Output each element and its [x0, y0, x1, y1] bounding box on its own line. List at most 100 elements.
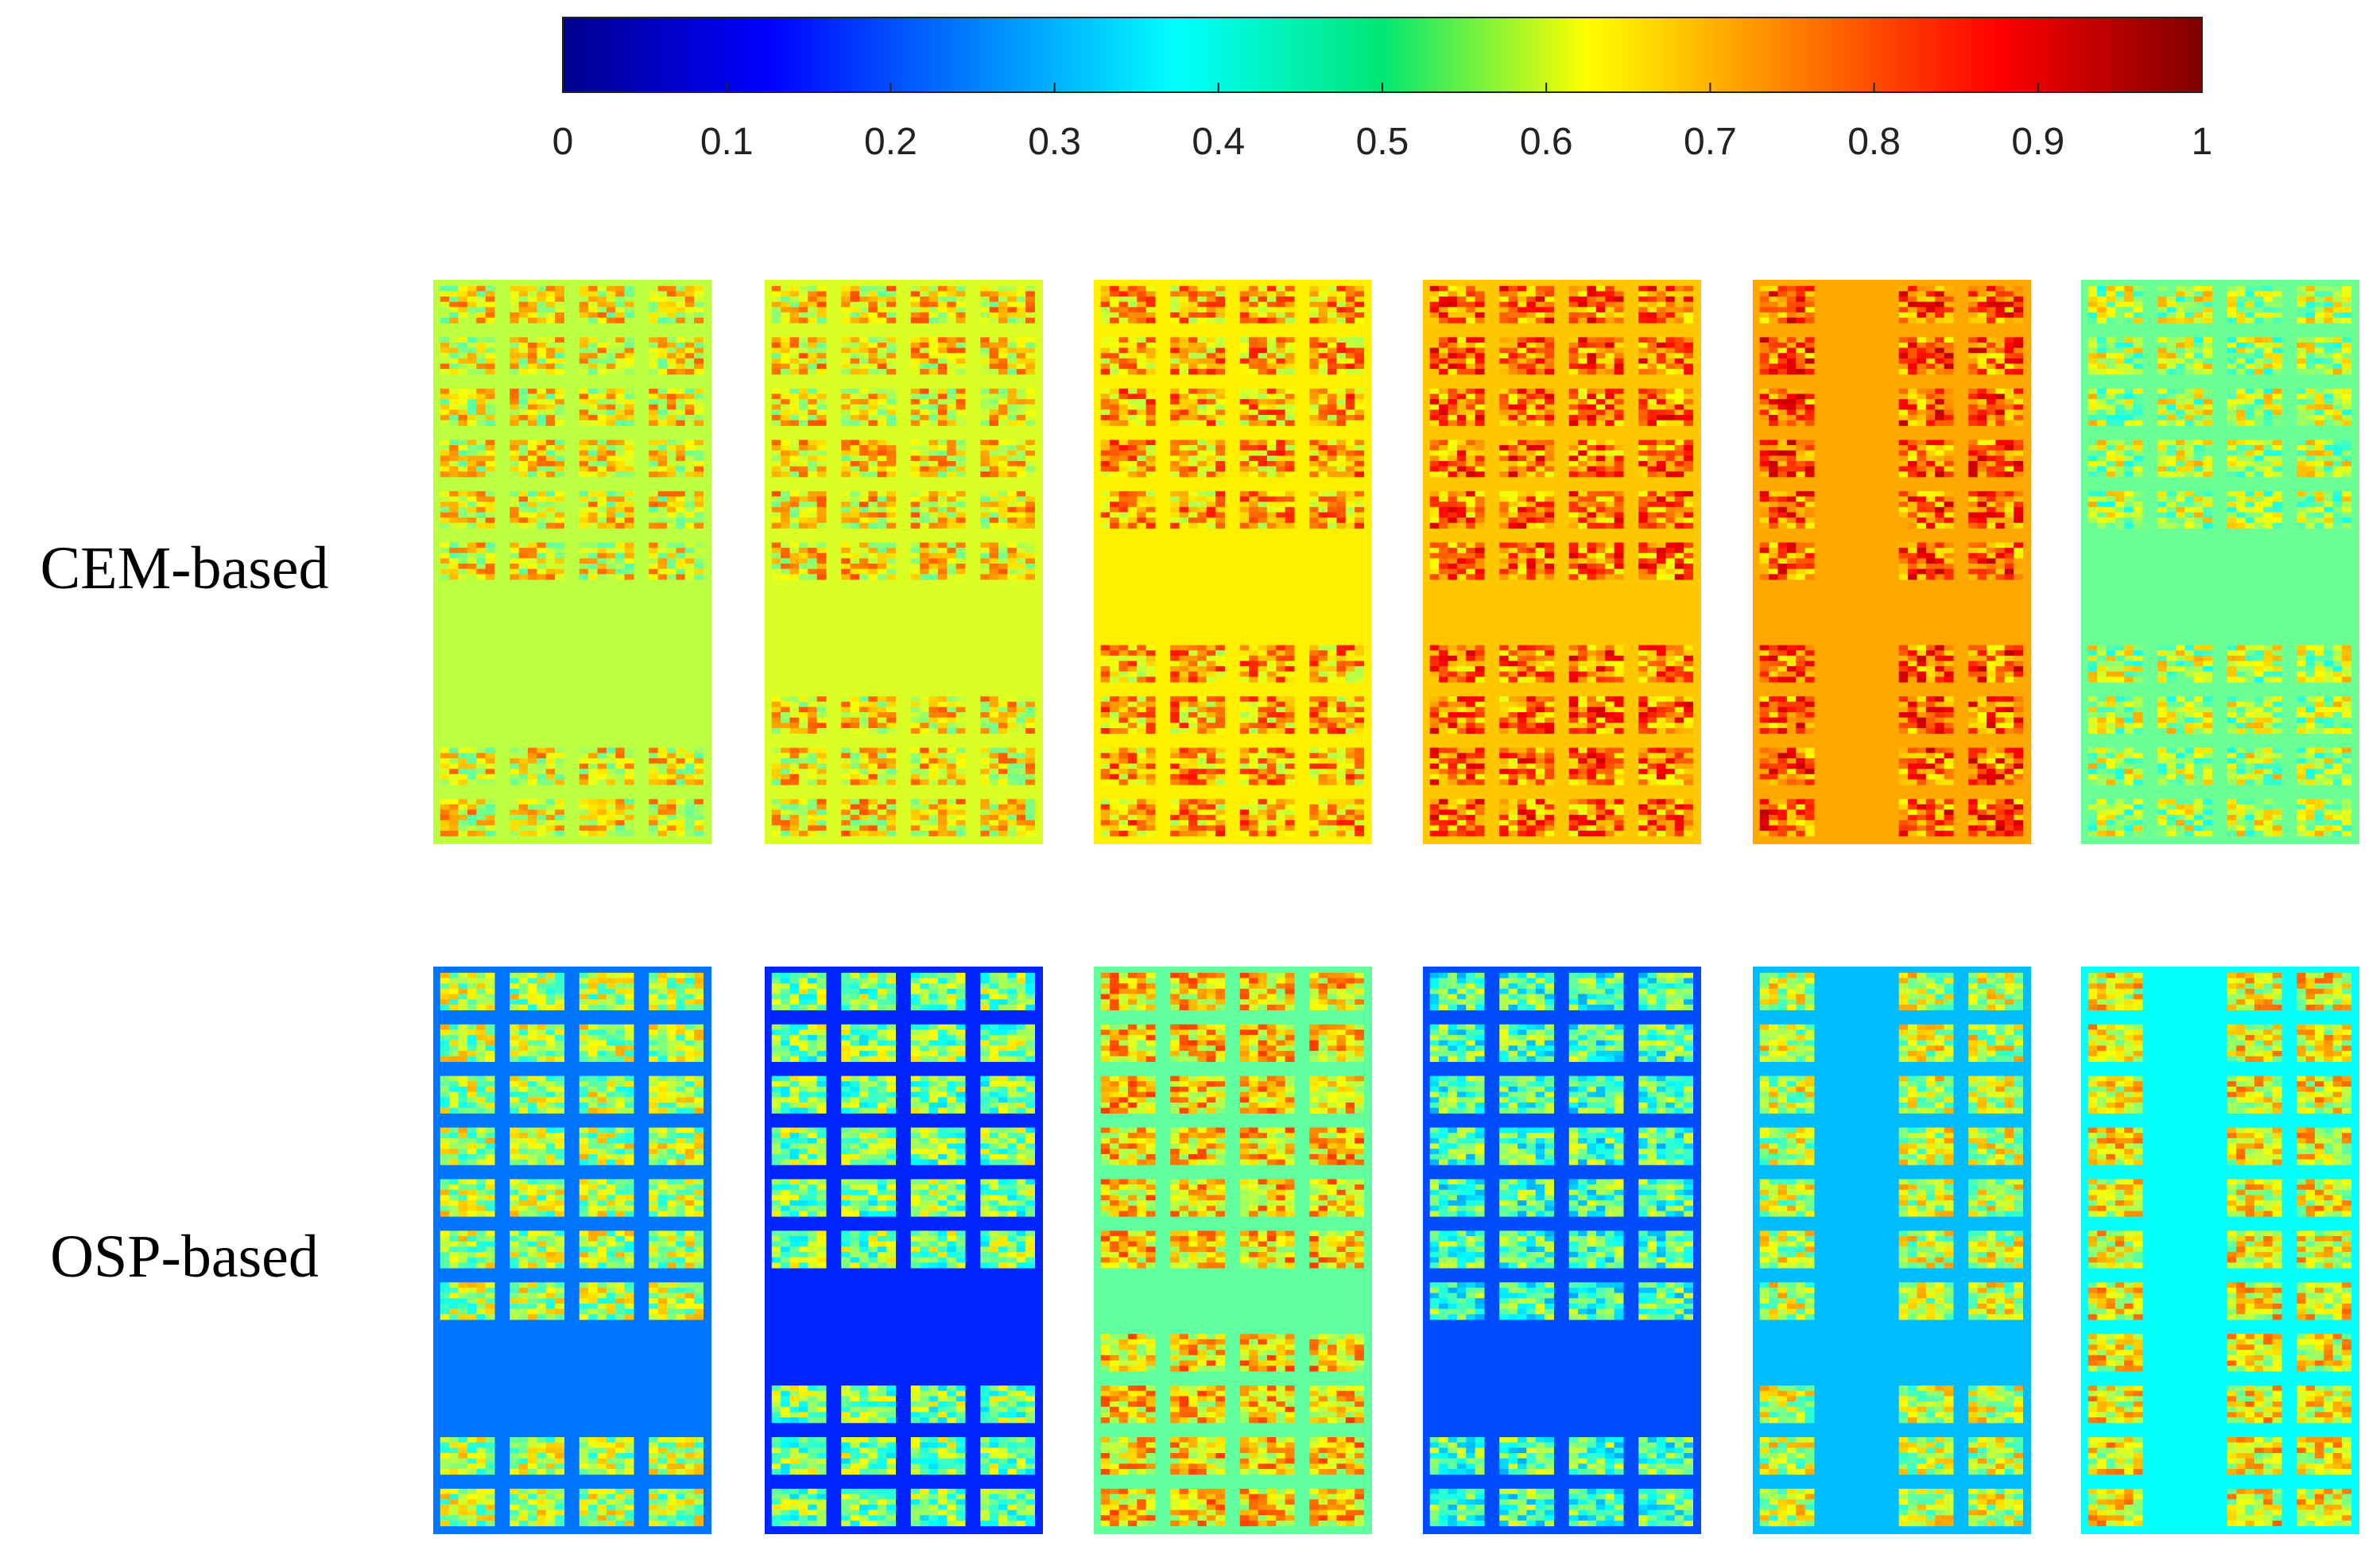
- cell: [808, 723, 818, 729]
- cell: [588, 307, 598, 313]
- cell: [1145, 496, 1156, 502]
- cell: [955, 363, 966, 370]
- cell: [877, 701, 887, 707]
- cell: [1110, 707, 1119, 713]
- cell: [1665, 347, 1676, 354]
- cell: [1249, 415, 1258, 421]
- cell: [850, 363, 860, 370]
- cell: [1137, 712, 1147, 719]
- cell: [886, 363, 896, 370]
- cell: [476, 342, 486, 349]
- cell: [928, 758, 939, 765]
- cell: [928, 825, 939, 831]
- cell: [920, 285, 929, 292]
- cell: [467, 404, 477, 410]
- cell: [850, 388, 860, 394]
- cell: [1179, 460, 1189, 467]
- cell: [510, 809, 520, 816]
- cell: [579, 440, 589, 446]
- cell: [606, 471, 616, 478]
- cell: [798, 450, 808, 456]
- cell: [1016, 512, 1026, 518]
- cell: [1007, 466, 1018, 472]
- cell: [850, 471, 860, 478]
- cell: [989, 312, 999, 319]
- cell: [1145, 285, 1156, 292]
- cell: [1328, 727, 1337, 734]
- cell: [877, 450, 887, 456]
- cell: [579, 415, 589, 421]
- cell: [1276, 409, 1286, 416]
- cell: [518, 542, 529, 548]
- cell: [1145, 466, 1156, 472]
- cell: [1127, 450, 1138, 456]
- cell: [440, 773, 450, 780]
- cell: [1508, 358, 1518, 364]
- cell: [850, 291, 860, 297]
- cell: [476, 399, 486, 405]
- cell: [955, 727, 966, 734]
- cell: [624, 502, 634, 508]
- cell: [476, 779, 486, 785]
- cell: [1137, 471, 1147, 478]
- cell: [1328, 671, 1337, 677]
- cell: [528, 393, 537, 400]
- cell: [467, 496, 477, 502]
- cell: [1439, 455, 1448, 462]
- cell: [1179, 763, 1189, 769]
- cell: [1127, 696, 1138, 703]
- cell: [667, 420, 676, 426]
- cell: [1587, 296, 1597, 303]
- cell: [1355, 317, 1364, 324]
- cell: [1016, 568, 1026, 575]
- cell: [518, 363, 529, 370]
- cell: [449, 399, 459, 405]
- cell: [989, 440, 999, 446]
- cell: [1206, 317, 1216, 324]
- cell: [458, 342, 468, 349]
- cell: [1614, 285, 1624, 292]
- cell: [859, 727, 869, 734]
- cell: [458, 522, 468, 529]
- cell: [579, 568, 589, 575]
- cell: [1127, 496, 1138, 502]
- cell: [1100, 460, 1111, 467]
- cell: [1328, 440, 1337, 446]
- cell: [1025, 712, 1035, 719]
- cell: [1197, 347, 1207, 354]
- cell: [606, 502, 616, 508]
- cell: [928, 363, 939, 370]
- cell: [841, 809, 851, 816]
- cell: [1249, 450, 1258, 456]
- cell: [781, 831, 790, 837]
- cell: [1239, 358, 1250, 364]
- cell: [449, 747, 459, 754]
- cell: [1526, 353, 1537, 359]
- cell: [684, 291, 695, 297]
- cell: [1526, 471, 1537, 478]
- cell: [476, 317, 486, 324]
- cell: [1355, 655, 1364, 661]
- cell: [588, 517, 598, 524]
- cell: [1285, 769, 1295, 775]
- cell: [1127, 727, 1138, 734]
- cell: [537, 285, 547, 292]
- cell: [1345, 440, 1355, 446]
- cell: [989, 753, 999, 759]
- cell: [476, 506, 486, 513]
- cell: [1309, 450, 1320, 456]
- cell: [528, 342, 537, 349]
- cell: [449, 301, 459, 308]
- cell: [1355, 502, 1364, 508]
- cell: [1170, 347, 1180, 354]
- cell: [850, 548, 860, 554]
- cell: [1179, 420, 1189, 426]
- cell: [886, 568, 896, 575]
- cell: [1197, 825, 1207, 831]
- cell: [467, 490, 477, 498]
- cell: [1127, 517, 1138, 524]
- cell: [789, 342, 800, 349]
- cell: [1545, 342, 1554, 349]
- colorbar: 0 0.1 0.2 0.3 0.4 0.5 0.6 0.7 0.8 0.9 1: [552, 17, 2212, 163]
- cell: [771, 717, 781, 723]
